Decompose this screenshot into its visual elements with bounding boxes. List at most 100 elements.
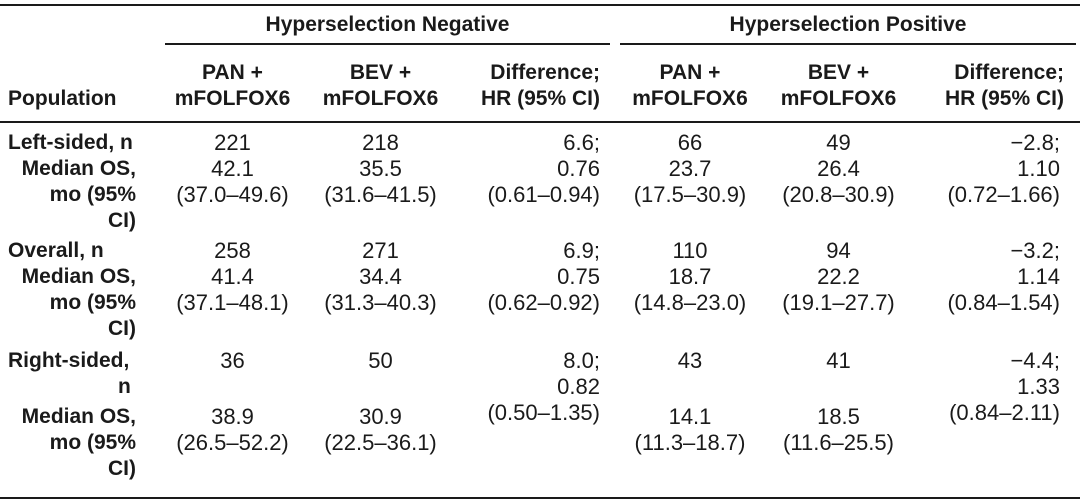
column-header-population: Population [8,87,117,110]
header-line: Difference; [954,61,1064,84]
cell-line: (19.1–27.7) [782,290,895,315]
cell-line: (11.3–18.7) [634,430,746,455]
cell-line: 30.9 [359,404,402,429]
label-line: CI) [108,317,136,340]
cell-overall-os-neg-pan: 41.4 (37.1–48.1) [160,264,305,316]
cell-line: 1.10 [1017,156,1060,181]
label-line: CI) [108,209,136,232]
cell-line: (22.5–36.1) [324,430,437,455]
cell-overall-n-pos-pan: 110 [672,238,708,263]
cell-line: 0.82 [557,374,600,399]
column-header-pos-pan: PAN + mFOLFOX6 [616,60,764,112]
cell-line: 42.1 [211,156,254,181]
cell-line: (0.50–1.35) [487,400,600,425]
cell-left-os-pos-pan: 23.7 (17.5–30.9) [616,156,764,208]
label-line: Right-sided, [8,349,130,372]
label-line: Median OS, [21,157,136,180]
cell-line: 1.14 [1017,264,1060,289]
positive-group-rule [620,43,1076,45]
cell-right-os-pos-pan: 14.1 (11.3–18.7) [616,404,764,456]
label-line: mo (95% [49,431,136,454]
cell-line: 8.0; [563,348,600,373]
cell-overall-n-neg-pan: 258 [214,238,251,263]
cell-overall-os-pos-bev: 22.2 (19.1–27.7) [766,264,911,316]
cell-line: (26.5–52.2) [176,430,289,455]
cell-overall-os-pos-diff: 1.14 (0.84–1.54) [900,264,1060,316]
cell-line: (0.84–2.11) [949,400,1060,425]
cell-line: 22.2 [817,264,860,289]
label-line: CI) [108,457,136,480]
column-header-neg-bev: BEV + mFOLFOX6 [308,60,453,112]
cell-line: (37.0–49.6) [176,182,289,207]
cell-left-n-pos-pan: 66 [677,130,703,155]
header-line: mFOLFOX6 [322,87,439,110]
cell-left-n-neg-pan: 221 [214,130,251,155]
row-label-overall-median-os: Median OS, mo (95% CI) [8,264,136,342]
cell-line: (0.84–1.54) [947,290,1060,315]
cell-right-n-neg-bev: 50 [368,348,393,373]
header-line: mFOLFOX6 [632,87,748,110]
column-header-neg-pan: PAN + mFOLFOX6 [160,60,305,112]
cell-line: (14.8–23.0) [633,290,747,315]
cell-left-n-pos-diff: −2.8; [1010,130,1060,155]
cell-line: (0.62–0.92) [487,290,600,315]
group-header-positive: Hyperselection Positive [729,13,967,36]
cell-line: 0.76 [557,156,600,181]
cell-line: 35.5 [359,156,402,181]
header-line: Difference; [490,61,600,84]
column-header-pos-bev: BEV + mFOLFOX6 [766,60,911,112]
header-line: HR (95% CI) [944,87,1064,110]
bottom-rule [0,497,1080,499]
negative-group-rule [165,43,610,45]
cell-overall-os-neg-bev: 34.4 (31.3–40.3) [308,264,453,316]
header-rule [0,121,1080,123]
header-line: BEV + [807,61,870,84]
cell-right-n-neg-diff: 8.0; 0.82 (0.50–1.35) [440,348,600,426]
cell-line: (31.3–40.3) [324,290,437,315]
cell-line: (37.1–48.1) [176,290,289,315]
cell-left-os-pos-diff: 1.10 (0.72–1.66) [900,156,1060,208]
cell-left-os-neg-bev: 35.5 (31.6–41.5) [308,156,453,208]
header-line: BEV + [349,61,412,84]
column-header-neg-diff: Difference; HR (95% CI) [440,60,600,112]
row-label-left-sided-n: Left-sided, n [8,131,133,154]
cell-line: 14.1 [668,404,712,429]
cell-left-n-neg-bev: 218 [362,130,399,155]
cell-line: (11.6–25.5) [783,430,894,455]
row-label-right-sided-n: Right-sided, n [8,348,131,400]
row-label-right-median-os: Median OS, mo (95% CI) [8,404,136,482]
cell-overall-os-pos-pan: 18.7 (14.8–23.0) [616,264,764,316]
cell-left-os-neg-pan: 42.1 (37.0–49.6) [160,156,305,208]
cell-line: −4.4; [1010,348,1060,373]
cell-line: (17.5–30.9) [633,182,747,207]
cell-right-os-pos-bev: 18.5 (11.6–25.5) [766,404,911,456]
cell-overall-n-neg-diff: 6.9; [563,238,600,263]
cell-line: 18.7 [668,264,712,289]
cell-line: (20.8–30.9) [782,182,895,207]
cell-left-os-neg-diff: 0.76 (0.61–0.94) [440,156,600,208]
cell-right-n-pos-diff: −4.4; 1.33 (0.84–2.11) [900,348,1060,426]
cell-right-os-neg-pan: 38.9 (26.5–52.2) [160,404,305,456]
cell-left-n-neg-diff: 6.6; [563,130,600,155]
cell-line: (31.6–41.5) [324,182,437,207]
label-line: n [118,375,131,398]
row-label-overall-n: Overall, n [8,239,104,262]
label-line: Median OS, [21,405,136,428]
cell-line: 34.4 [359,264,402,289]
cell-right-n-pos-bev: 41 [826,348,851,373]
cell-line: 26.4 [817,156,860,181]
cell-right-os-neg-bev: 30.9 (22.5–36.1) [308,404,453,456]
cell-left-n-pos-bev: 49 [826,130,851,155]
cell-line: 41.4 [211,264,254,289]
header-line: mFOLFOX6 [174,87,291,110]
top-rule [0,4,1080,6]
cell-right-n-neg-pan: 36 [220,348,245,373]
group-header-negative: Hyperselection Negative [265,13,510,36]
cell-line: 1.33 [1017,374,1060,399]
cell-line: (0.72–1.66) [947,182,1060,207]
column-header-pos-diff: Difference; HR (95% CI) [900,60,1064,112]
cell-overall-n-pos-diff: −3.2; [1010,238,1060,263]
header-line: HR (95% CI) [480,87,600,110]
cell-overall-n-pos-bev: 94 [826,238,851,263]
